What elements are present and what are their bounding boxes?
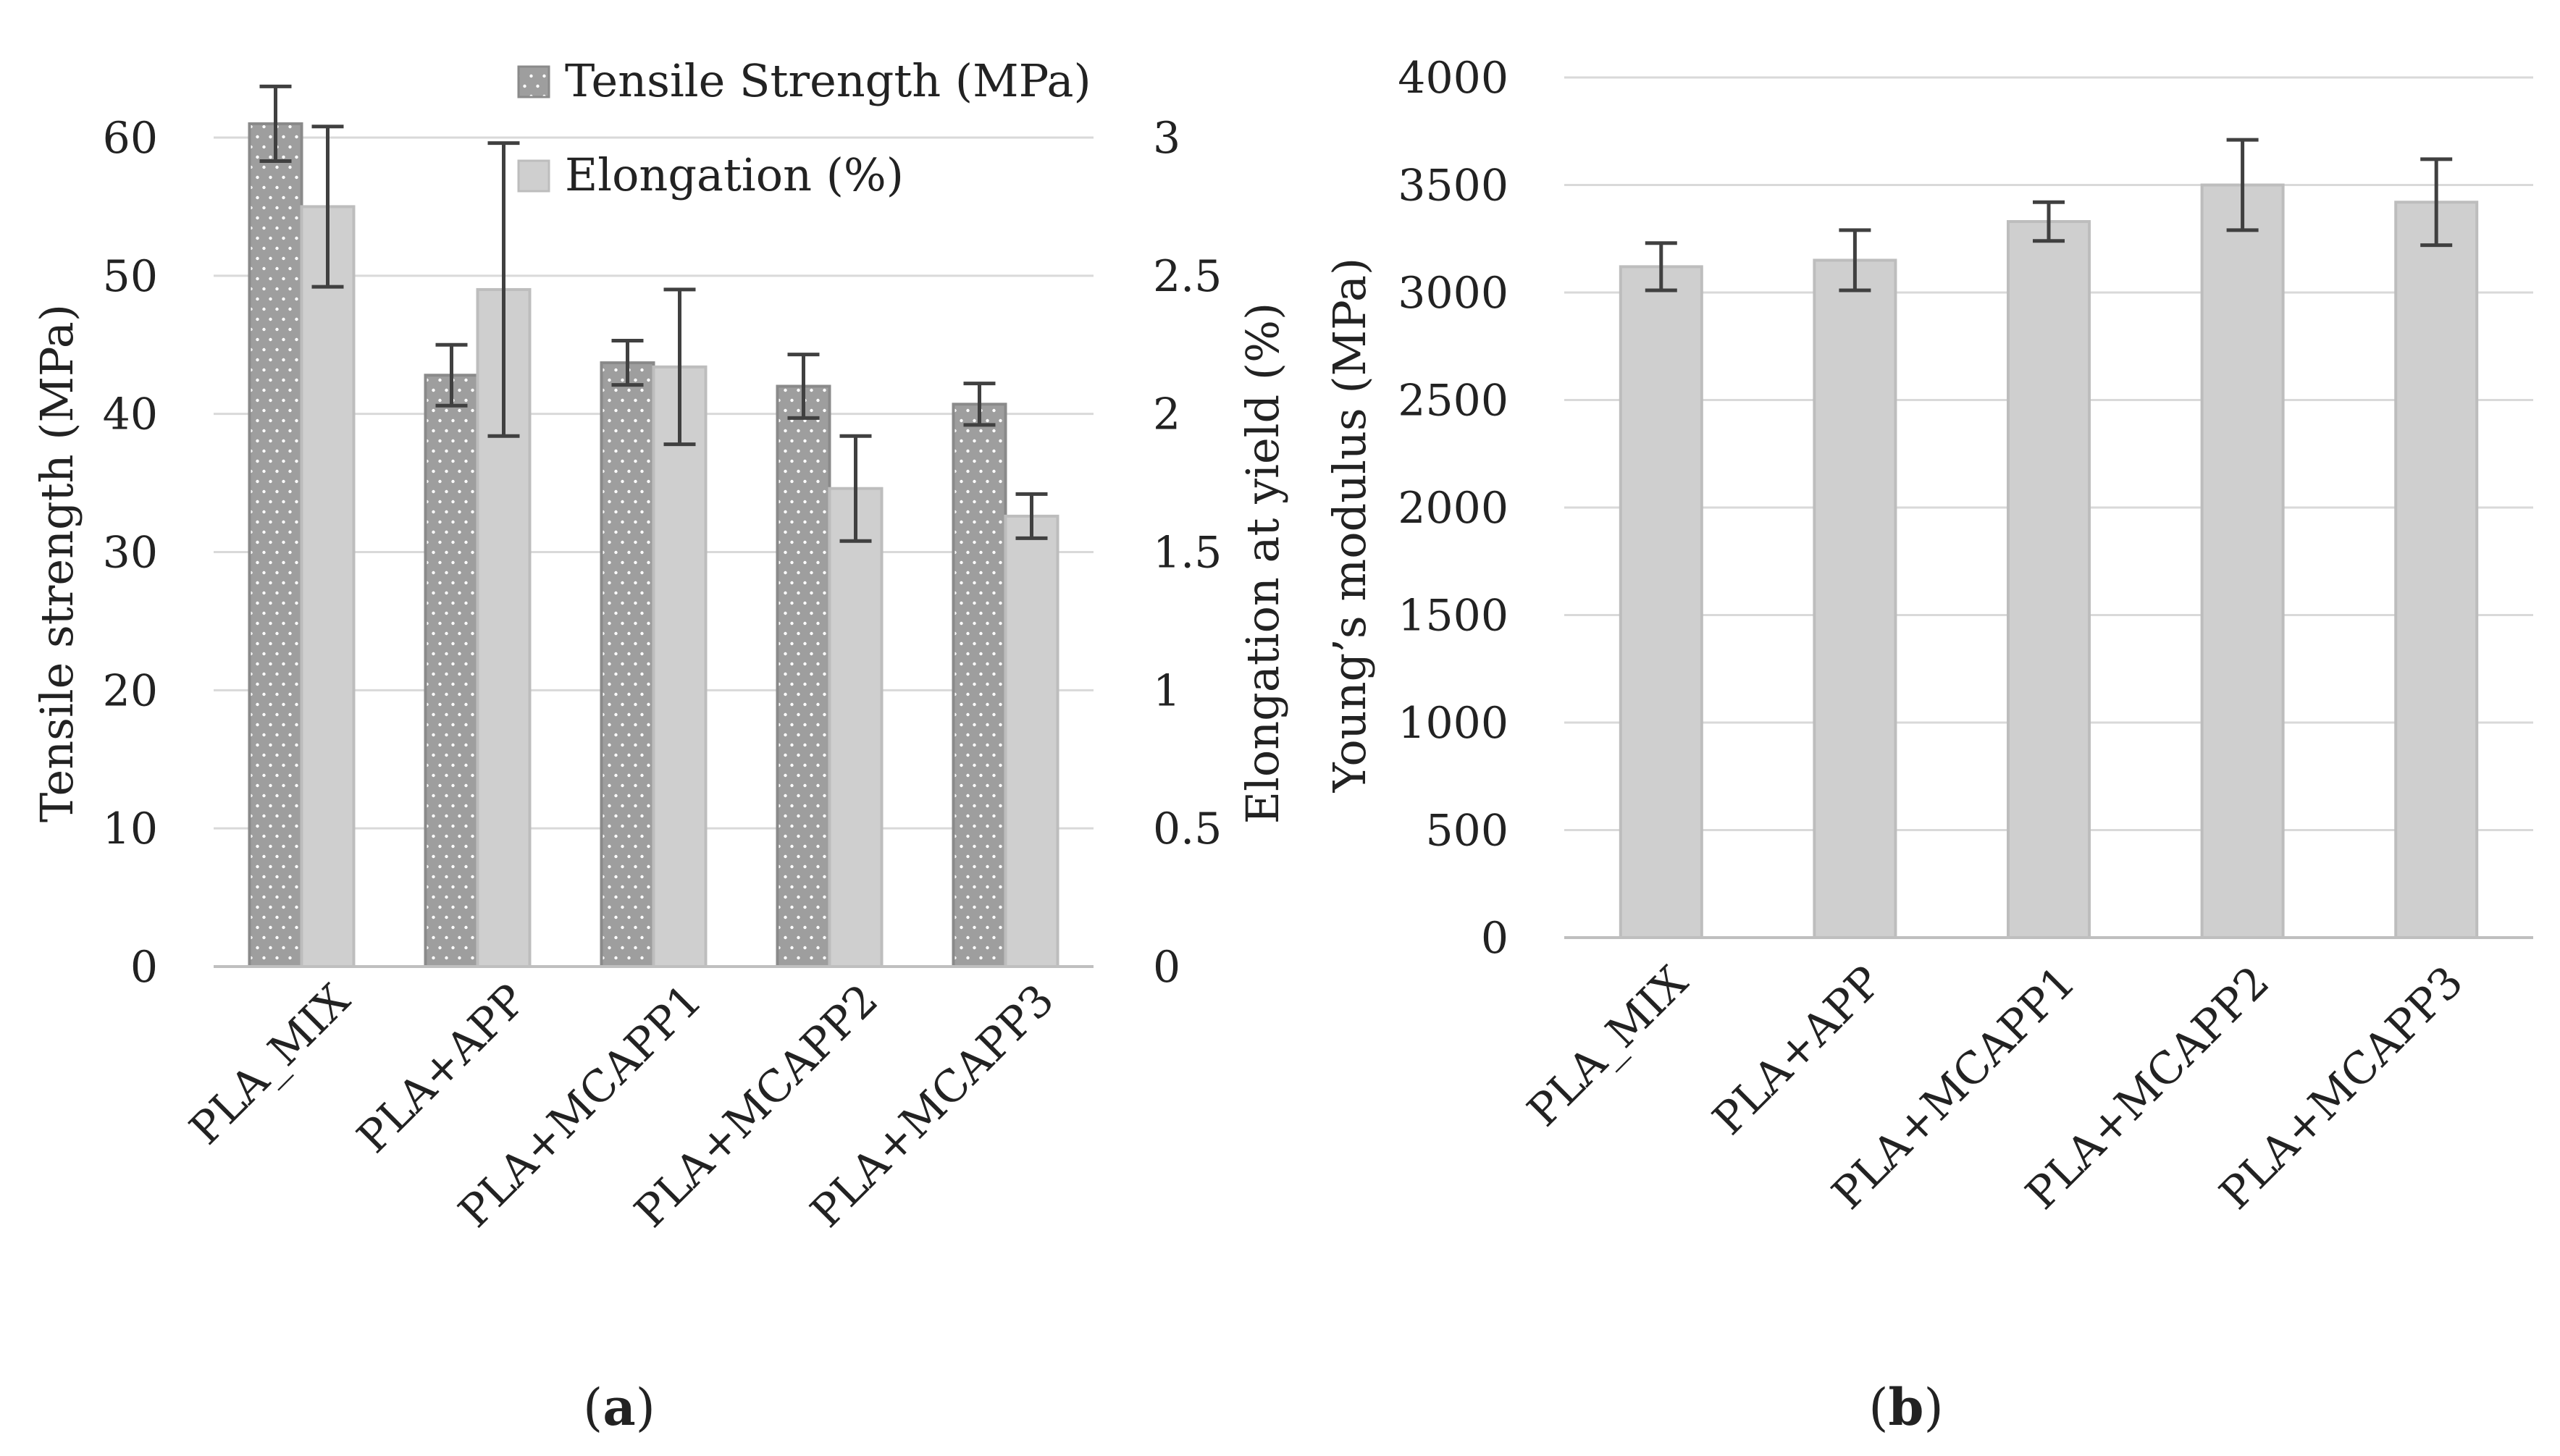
panel-b-y-tick-label: 3000 [1398, 268, 1508, 319]
panel-b-category-label-pla-mix: PLA_MIX [1518, 956, 1698, 1137]
panel-label-a: (a) [583, 1377, 655, 1437]
panel-a-y2-tick-label: 2 [1153, 390, 1180, 440]
panel-b-category-label-pla-app: PLA+APP [1703, 956, 1892, 1145]
panel-a-y-tick-label: 0 [130, 942, 158, 993]
panel-a-y-tick-label: 50 [103, 251, 158, 302]
panel-a-y-tick-label: 10 [103, 804, 158, 854]
bar-elongation-pla-mcapp2 [828, 487, 884, 968]
panel-a-y2-tick-label: 2.5 [1153, 251, 1222, 302]
panel-a-legend: Tensile Strength (MPa) Elongation (%) [517, 54, 1091, 201]
bar-elongation-pla-mix [300, 205, 356, 969]
panel-a-y-axis-title: Tensile strength (MPa) [30, 304, 83, 822]
legend-swatch-tensile-strength [517, 65, 550, 98]
panel-a-y-tick-label: 30 [103, 528, 158, 578]
panel-a-y-tick-labels: 0 10 20 30 40 50 60 [103, 113, 158, 993]
panel-a-category-labels: PLA_MIXPLA+APPPLA+MCAPP1PLA+MCAPP2PLA+MC… [180, 975, 1064, 1237]
panel-b-error-bars [1645, 138, 2453, 293]
panel-a-category-label-pla-mix: PLA_MIX [180, 975, 361, 1155]
panel-b-y-tick-labels: 0 500 1000 1500 2000 2500 3000 3500 4000 [1398, 53, 1508, 964]
panel-b-y-tick-label: 1500 [1398, 591, 1508, 641]
bar-tensile-strength-pla-mcapp1 [600, 361, 655, 968]
panel-b-y-tick-label: 1000 [1398, 698, 1508, 749]
bar-youngs-modulus-pla-app [1813, 258, 1897, 939]
panel-b-y-tick-label: 0 [1481, 913, 1508, 964]
legend-swatch-elongation [517, 159, 550, 193]
panel-label-b: (b) [1868, 1377, 1944, 1437]
panel-a-category-label-pla-app: PLA+APP [348, 975, 536, 1163]
bar-elongation-pla-mcapp1 [652, 365, 708, 968]
panel-a-bars [248, 122, 1059, 969]
bar-tensile-strength-pla-app [424, 374, 479, 968]
bar-youngs-modulus-pla-mix [1619, 265, 1703, 939]
panel-b-category-labels: PLA_MIX PLA+APPPLA+MCAPP1PLA+MCAPP2PLA+MC… [1518, 956, 2473, 1219]
panel-b-y-tick-label: 500 [1425, 806, 1508, 857]
panel-b-bars [1619, 183, 2479, 939]
panel-a-error-bars [259, 84, 1048, 543]
panel-a-y-tick-label: 20 [103, 665, 158, 716]
panel-a-y-tick-label: 40 [103, 390, 158, 440]
bar-tensile-strength-pla-mcapp3 [952, 403, 1007, 968]
bar-elongation-pla-mcapp3 [1004, 514, 1059, 968]
panel-a-y2-axis-title: Elongation at yield (%) [1236, 303, 1289, 824]
panel-a-y2-tick-labels: 0 0.5 1 1.5 2 2.5 3 [1153, 113, 1222, 993]
panel-b-y-tick-label: 2000 [1398, 483, 1508, 534]
panel-a-y2-tick-label: 0 [1153, 942, 1180, 993]
panel-a-y2-tick-label: 0.5 [1153, 804, 1222, 854]
bar-youngs-modulus-pla-mcapp1 [2007, 219, 2091, 939]
chart-panel-b: 0 500 1000 1500 2000 2500 3000 3500 4000 PLA_MIX… [1323, 53, 2533, 1437]
chart-panel-a: 0 10 20 30 40 50 60 0 0.5 1 1.5 2 2.5 3 PLA_MIXPLA+A… [30, 54, 1289, 1437]
panel-b-y-tick-label: 4000 [1398, 53, 1508, 104]
panel-b-y-axis-title: Young’s modulus (MPa) [1323, 258, 1376, 793]
bar-youngs-modulus-pla-mcapp2 [2200, 183, 2285, 939]
panel-b-y-tick-label: 2500 [1398, 376, 1508, 426]
panel-a-y-tick-label: 60 [103, 113, 158, 164]
panel-a-y2-tick-label: 3 [1153, 113, 1180, 164]
panel-a-y2-tick-label: 1.5 [1153, 528, 1222, 578]
legend-label-elongation: Elongation (%) [565, 148, 904, 201]
legend-label-tensile-strength: Tensile Strength (MPa) [565, 54, 1091, 107]
bar-tensile-strength-pla-mix [248, 122, 303, 969]
panel-b-y-tick-label: 3500 [1398, 161, 1508, 211]
bar-youngs-modulus-pla-mcapp3 [2394, 201, 2479, 939]
panel-a-y2-tick-label: 1 [1153, 665, 1180, 716]
bar-tensile-strength-pla-mcapp2 [776, 384, 831, 968]
